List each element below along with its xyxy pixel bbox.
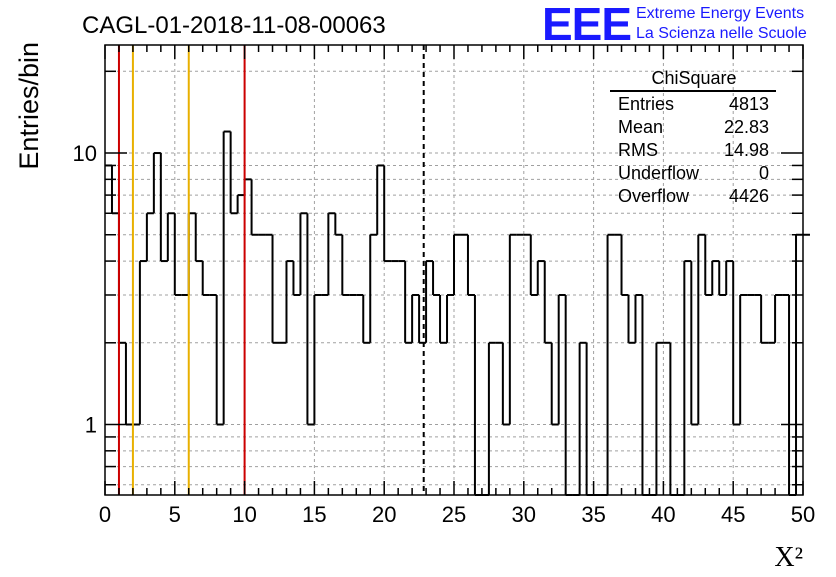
y-tick-label: 10 (73, 141, 97, 166)
x-axis-label: X² (774, 542, 803, 572)
stats-value-overflow: 4426 (729, 186, 769, 206)
x-tick-label: 30 (512, 502, 536, 527)
x-tick-label: 0 (99, 502, 111, 527)
axis-ticks: 0 5 10 15 20 25 30 35 40 45 50 1 10 (73, 45, 815, 527)
stats-box: ChiSquare Entries 4813 Mean 22.83 RMS 14… (610, 68, 776, 206)
vertical-markers (117, 45, 425, 495)
y-tick-label: 1 (85, 413, 97, 438)
chart-title: CAGL-01-2018-11-08-00063 (82, 12, 386, 39)
branding-line1: Extreme Energy Events (636, 5, 804, 22)
x-tick-label: 5 (169, 502, 181, 527)
eee-logo-text: EEE (542, 0, 631, 50)
stats-value-entries: 4813 (729, 94, 769, 114)
stats-label-rms: RMS (618, 140, 658, 160)
eee-logo: EEE Extreme Energy Events La Scienza nel… (542, 0, 807, 50)
histogram-bars (105, 130, 810, 496)
x-tick-label: 20 (372, 502, 396, 527)
x-tick-label: 35 (581, 502, 605, 527)
stats-label-underflow: Underflow (618, 163, 700, 183)
branding-line2: La Scienza nelle Scuole (636, 25, 807, 42)
y-axis-label: Entries/bin (14, 42, 44, 170)
x-tick-label: 45 (721, 502, 745, 527)
x-tick-label: 50 (791, 502, 815, 527)
stats-label-entries: Entries (618, 94, 674, 114)
stats-value-underflow: 0 (759, 163, 769, 183)
x-tick-label: 10 (232, 502, 256, 527)
x-tick-label: 15 (302, 502, 326, 527)
stats-label-mean: Mean (618, 117, 663, 137)
stats-value-mean: 22.83 (724, 117, 769, 137)
stats-label-overflow: Overflow (618, 186, 690, 206)
x-tick-label: 25 (442, 502, 466, 527)
x-tick-label: 40 (651, 502, 675, 527)
stats-title: ChiSquare (651, 68, 736, 88)
stats-value-rms: 14.98 (724, 140, 769, 160)
